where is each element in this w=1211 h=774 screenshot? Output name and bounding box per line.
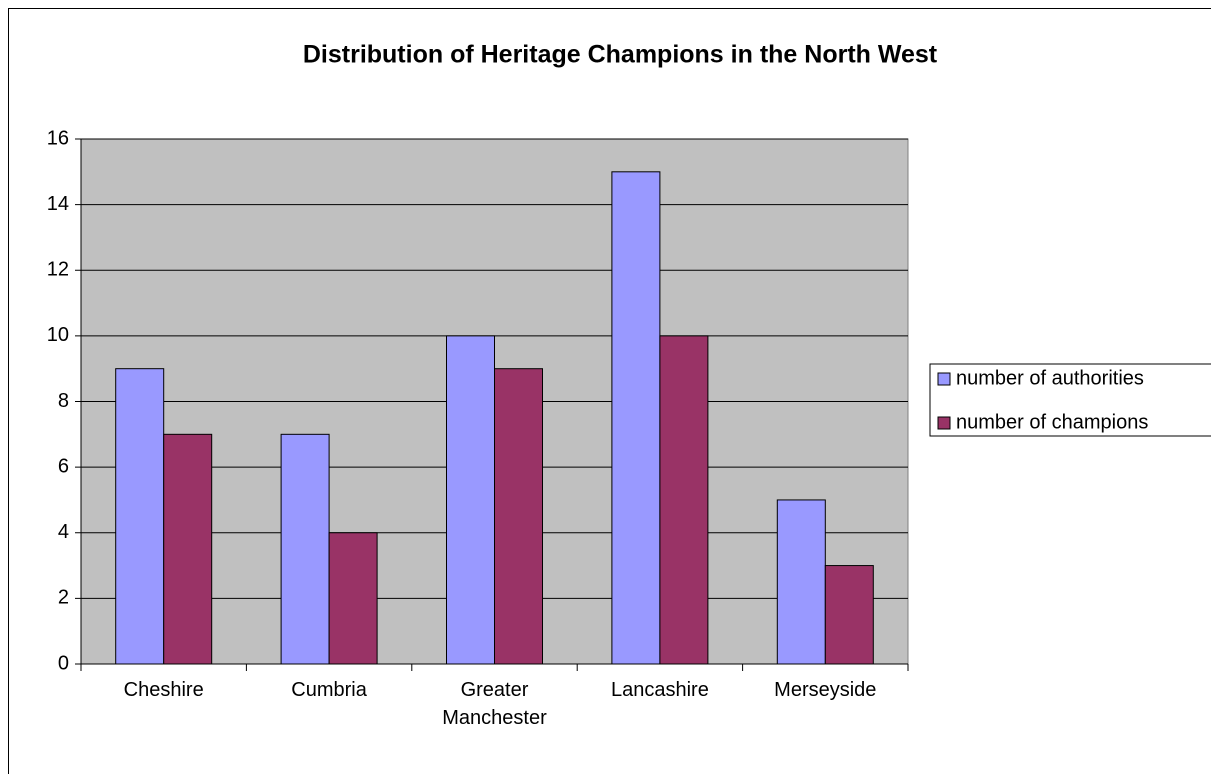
x-tick-label-box: Greater Manchester	[442, 679, 547, 729]
bar	[446, 335, 495, 665]
bar	[163, 433, 213, 665]
x-tick-label: Lancashire	[610, 679, 709, 701]
x-tick-label-box: Cheshire	[123, 679, 204, 701]
x-tick-label-box: Cumbria	[291, 679, 367, 701]
legend-label: number of authorities	[956, 367, 1144, 389]
bar	[115, 368, 165, 665]
chart-title: Distribution of Heritage Champions in th…	[303, 41, 938, 69]
x-tick-label-box: Merseyside	[774, 679, 877, 701]
bar	[280, 433, 330, 665]
bar	[659, 335, 709, 665]
y-tick-label: 16	[47, 127, 69, 149]
y-tick-label: 2	[58, 587, 69, 609]
bar	[328, 532, 378, 665]
legend-label: number of champions	[956, 411, 1148, 433]
y-tick-label: 6	[58, 455, 69, 477]
bar	[776, 499, 826, 665]
y-tick-label: 14	[47, 193, 69, 215]
x-tick-label-box: Lancashire	[610, 679, 709, 701]
y-tick-label: 10	[47, 324, 69, 346]
x-tick-label: Cheshire	[123, 679, 204, 701]
legend-swatch	[937, 416, 951, 430]
x-tick-label: Merseyside	[774, 679, 877, 701]
bar	[824, 565, 874, 665]
bar	[611, 171, 661, 665]
y-tick-label: 12	[47, 259, 69, 281]
legend	[929, 363, 1211, 437]
y-tick-label: 0	[58, 652, 69, 674]
x-tick-label: Greater Manchester	[442, 679, 547, 729]
y-tick-label: 4	[58, 521, 69, 543]
legend-swatch	[937, 372, 951, 386]
bar	[494, 368, 543, 665]
y-tick-label: 8	[58, 390, 69, 412]
x-tick-label: Cumbria	[291, 679, 367, 701]
